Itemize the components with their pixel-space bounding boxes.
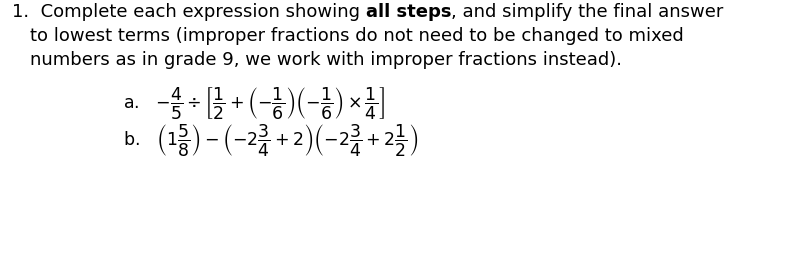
Text: a.   $-\dfrac{4}{5} \div \left[\dfrac{1}{2} + \left(-\dfrac{1}{6}\right)\left(-\: a. $-\dfrac{4}{5} \div \left[\dfrac{1}{2… [123,85,385,121]
Text: b.   $\left(1\dfrac{5}{8}\right) - \left(-2\dfrac{3}{4} + 2\right)\left(-2\dfrac: b. $\left(1\dfrac{5}{8}\right) - \left(-… [123,122,418,158]
Text: numbers as in grade 9, we work with improper fractions instead).: numbers as in grade 9, we work with impr… [30,51,622,69]
Text: to lowest terms (improper fractions do not need to be changed to mixed: to lowest terms (improper fractions do n… [30,27,684,45]
Text: , and simplify the final answer: , and simplify the final answer [451,3,724,21]
Text: all steps: all steps [366,3,451,21]
Text: 1.  Complete each expression showing: 1. Complete each expression showing [12,3,366,21]
